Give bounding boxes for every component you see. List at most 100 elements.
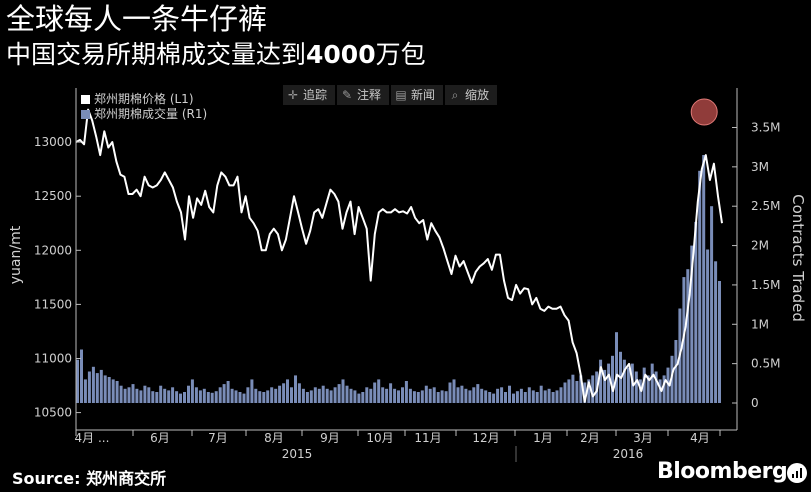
right-tick-label: 2.5M (751, 199, 780, 213)
volume-bar (230, 388, 234, 403)
chart-toolbar: ✛ 追踪 ✎ 注释 ▤ 新闻 ⌕ 缩放 (283, 85, 498, 105)
volume-bar (301, 388, 305, 403)
x-tick-label: 9月 (320, 431, 340, 445)
price-line (75, 108, 723, 403)
x-tick-label: 1月 (533, 431, 553, 445)
volume-bar (416, 392, 420, 403)
x-tick-label: 3月 (633, 431, 653, 445)
legend-item-price[interactable]: 郑州期棉价格 (L1) (81, 92, 207, 107)
chart-axes: 10500 11000 11500 12000 12500 13000 0 0.5M 1M 1.5… (8, 88, 807, 462)
right-tick-label: 1M (751, 317, 769, 331)
volume-bar (559, 387, 563, 403)
volume-bar (448, 382, 452, 403)
volume-bar (587, 379, 591, 403)
legend-item-volume[interactable]: 郑州期棉成交量 (R1) (81, 107, 207, 122)
volume-bar (480, 388, 484, 403)
volume-bar (638, 379, 642, 403)
zoom-icon: ⌕ (451, 88, 459, 102)
volume-bar (353, 390, 357, 403)
left-tick-label: 10500 (34, 406, 72, 420)
page-subtitle: 中国交易所期棉成交量达到4000万包 (6, 40, 426, 70)
volume-bar (202, 388, 206, 403)
volume-bar (83, 379, 87, 403)
volume-bar (365, 387, 369, 403)
right-tick-label: 3M (751, 160, 769, 174)
left-tick-label: 11500 (34, 297, 72, 311)
volume-bar (135, 388, 139, 403)
volume-bar (321, 385, 325, 403)
volume-bar (95, 373, 99, 403)
volume-bar (583, 382, 587, 403)
volume-bar (111, 379, 115, 403)
volume-bar (393, 388, 397, 403)
volume-bar (662, 375, 666, 403)
volume-bar (187, 385, 190, 403)
annotate-label: 注释 (357, 88, 382, 102)
volume-bar (143, 385, 147, 403)
x-tick-label: 4月 ... (75, 431, 110, 445)
volume-bar (519, 388, 523, 403)
volume-bar (179, 393, 182, 403)
volume-bar (309, 390, 313, 403)
right-tick-label: 3.5M (751, 120, 780, 134)
volume-swatch (81, 110, 90, 119)
volume-bar (270, 387, 274, 403)
legend-volume-label: 郑州期棉成交量 (R1) (94, 107, 208, 121)
x-tick-label: 8月 (264, 431, 284, 445)
volume-bar (690, 245, 694, 403)
volume-bar (313, 387, 317, 403)
x-tick-label: 12月 (472, 431, 499, 445)
volume-bar (80, 349, 83, 403)
volume-bar (579, 375, 583, 403)
volume-bar (496, 388, 500, 403)
volume-bar (571, 374, 575, 403)
volume-bar (159, 385, 163, 403)
volume-bar (254, 388, 258, 403)
volume-bar (369, 388, 373, 403)
volume-bar (381, 387, 385, 403)
track-button[interactable]: ✛ 追踪 (283, 85, 336, 105)
volume-bar (242, 393, 246, 403)
volume-bar (543, 390, 547, 403)
volume-bar (333, 387, 337, 403)
right-tick-label: 1.5M (751, 278, 780, 292)
volume-bar (603, 369, 607, 403)
volume-bar (599, 359, 603, 403)
brand-logo: Bloomberg (657, 459, 788, 484)
volume-bar (373, 382, 377, 403)
x-tick-label: 2月 (580, 431, 600, 445)
volume-bar (290, 387, 293, 403)
volume-bar (357, 393, 361, 403)
volume-bar (401, 387, 404, 403)
volume-bar (718, 281, 721, 403)
volume-bar (377, 379, 381, 403)
volume-bar (167, 390, 171, 403)
news-button[interactable]: ▤ 新闻 (391, 85, 444, 105)
volume-bar (404, 381, 408, 403)
volume-bar (694, 221, 698, 403)
volume-bar (286, 379, 289, 403)
volume-bar (107, 377, 111, 403)
x-tick-label: 7月 (208, 431, 228, 445)
volume-bar (515, 391, 519, 403)
volume-bar (666, 367, 670, 403)
volume-bar (551, 392, 555, 403)
subtitle-suffix: 万包 (375, 40, 426, 69)
x-tick-label: 6月 (150, 431, 170, 445)
volume-bar (674, 340, 678, 403)
volume-bar (147, 387, 151, 403)
annotate-button[interactable]: ✎ 注释 (337, 85, 390, 105)
volume-bar (297, 383, 301, 403)
volume-bar (123, 388, 127, 403)
volume-bar (420, 390, 424, 403)
zoom-label: 缩放 (465, 88, 490, 102)
zoom-button[interactable]: ⌕ 缩放 (445, 85, 498, 105)
volume-bar (246, 387, 250, 403)
volume-bar (646, 375, 650, 403)
volume-bar (591, 375, 595, 403)
volume-bar (163, 388, 167, 403)
volume-bar (274, 388, 278, 403)
left-tick-label: 11000 (34, 351, 72, 365)
page-title: 全球每人一条牛仔裤 (6, 2, 268, 36)
volume-bar (508, 385, 511, 403)
